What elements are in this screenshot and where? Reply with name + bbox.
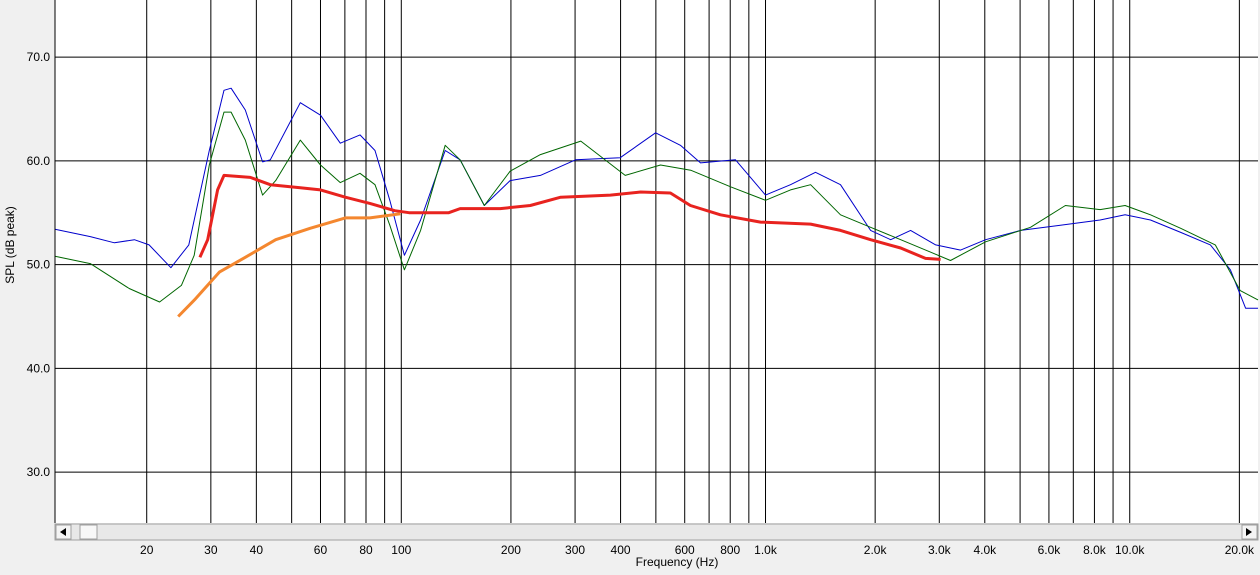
x-tick-label: 6.0k [1038, 543, 1062, 557]
scroll-track [54, 523, 1259, 541]
x-tick-label: 10.0k [1115, 543, 1145, 557]
y-axis-label: SPL (dB peak) [3, 206, 17, 284]
plot-area [55, 0, 1258, 523]
grid [55, 0, 1258, 523]
arrow-icon [1246, 528, 1252, 536]
x-tick-label: 20 [140, 543, 154, 557]
arrow-icon [60, 528, 66, 536]
series-line [54, 87, 1258, 309]
x-tick-label: 2.0k [864, 543, 888, 557]
y-tick-label: 70.0 [27, 50, 51, 64]
series-lines [54, 87, 1259, 318]
x-tick-label: 30 [204, 543, 218, 557]
scroll-thumb[interactable] [79, 524, 98, 540]
x-tick-label: 4.0k [973, 543, 997, 557]
x-tick-label: 600 [675, 543, 695, 557]
x-tick-label: 80 [359, 543, 373, 557]
series-line [177, 212, 401, 318]
x-tick-label: 3.0k [928, 543, 952, 557]
x-tick-label: 400 [611, 543, 631, 557]
x-tick-label: 800 [720, 543, 740, 557]
x-tick-label: 60 [314, 543, 328, 557]
x-tick-label: 1.0k [754, 543, 778, 557]
x-tick-label: 20.0k [1225, 543, 1255, 557]
series-line [54, 111, 1259, 303]
x-tick-label: 200 [501, 543, 521, 557]
x-tick-label: 100 [391, 543, 411, 557]
x-axis-label: Frequency (Hz) [636, 555, 719, 569]
y-tick-label: 40.0 [27, 361, 51, 375]
y-tick-label: 30.0 [27, 465, 51, 479]
y-tick-label: 50.0 [27, 258, 51, 272]
x-tick-label: 300 [565, 543, 585, 557]
x-tick-label: 40 [250, 543, 264, 557]
scrollbar[interactable] [54, 523, 1259, 541]
x-tick-label: 8.0k [1083, 543, 1107, 557]
y-tick-label: 60.0 [27, 154, 51, 168]
series-line [198, 173, 941, 261]
